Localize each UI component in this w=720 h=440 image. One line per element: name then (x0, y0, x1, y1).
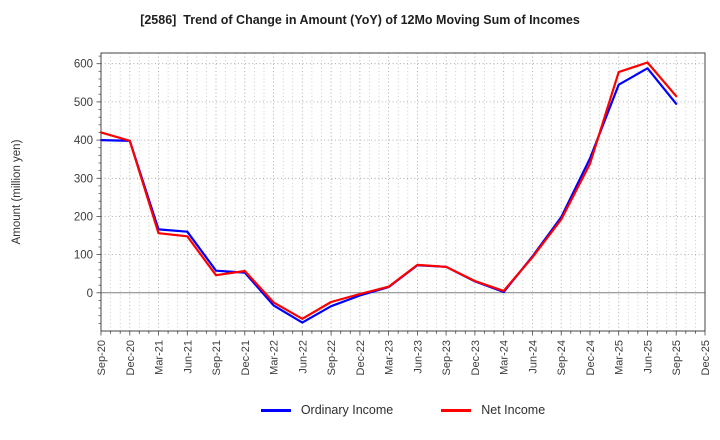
x-tick-label: Sep-22 (326, 340, 338, 375)
plot-border (100, 52, 706, 332)
x-tick-label: Mar-23 (384, 340, 396, 375)
legend-label-ordinary-income: Ordinary Income (300, 403, 394, 417)
x-tick-label: Jun-23 (412, 340, 424, 374)
x-tick-label: Dec-24 (585, 340, 597, 375)
x-tick-label: Mar-22 (269, 340, 281, 375)
x-tick-label: Dec-25 (700, 340, 712, 375)
x-tick-label: Jun-22 (297, 340, 309, 374)
chart-legend: Ordinary Income Net Income (101, 403, 705, 417)
y-tick-label: 300 (74, 173, 93, 185)
x-tick-label: Jun-24 (527, 340, 539, 374)
x-tick-label: Jun-21 (182, 340, 194, 374)
y-tick-label: 500 (74, 97, 93, 109)
x-tick-label: Sep-21 (211, 340, 223, 375)
legend-item-ordinary-income: Ordinary Income (260, 403, 394, 417)
legend-label-net-income: Net Income (481, 403, 546, 417)
ordinary-income-line (99, 67, 678, 324)
x-tick-label: Jun-25 (643, 340, 655, 374)
x-tick-label: Mar-24 (499, 340, 511, 375)
legend-swatch-ordinary-income (260, 408, 291, 412)
x-tick-label: Dec-23 (470, 340, 482, 375)
legend-item-net-income: Net Income (441, 403, 545, 417)
chart-title: [2586] Trend of Change in Amount (YoY) o… (140, 13, 580, 27)
x-tick-label: Mar-21 (154, 340, 166, 375)
legend-swatch-net-income (441, 408, 472, 412)
x-tick-label: Sep-24 (556, 340, 568, 375)
y-tick-label: 0 (87, 288, 93, 300)
x-tick-label: Mar-25 (614, 340, 626, 375)
x-tick-label: Dec-21 (240, 340, 252, 375)
x-tick-label: Sep-20 (96, 340, 108, 375)
y-tick-label: 600 (74, 59, 93, 71)
x-tick-label: Dec-20 (125, 340, 137, 375)
y-tick-label: 400 (74, 135, 93, 147)
y-tick-label: 100 (74, 250, 93, 262)
x-tick-label: Sep-23 (441, 340, 453, 375)
x-tick-label: Sep-25 (671, 340, 683, 375)
net-income-line (99, 61, 678, 320)
x-tick-label: Dec-22 (355, 340, 367, 375)
y-tick-label: 200 (74, 211, 93, 223)
